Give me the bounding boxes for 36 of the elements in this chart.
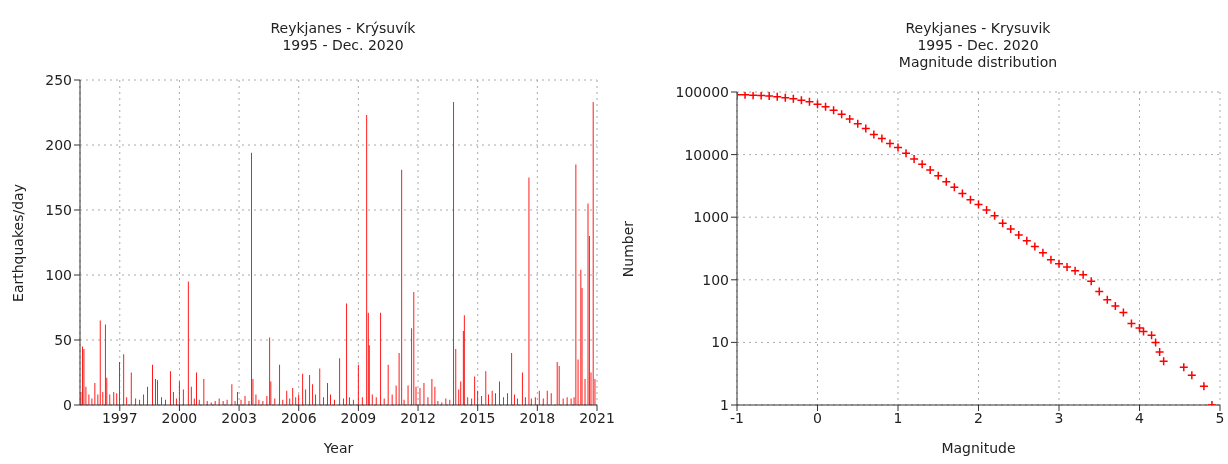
x-tick-label: 2015 (459, 409, 496, 426)
y-tick-label: 50 (54, 331, 72, 348)
y-tick-label: 250 (45, 71, 72, 88)
y-tick-label: 10 (711, 334, 729, 351)
x-tick-label: 3 (1054, 409, 1064, 426)
x-tick-label: 2 (974, 409, 983, 426)
x-tick-label: -1 (730, 409, 744, 426)
chart-subtitle: 1995 - Dec. 2020 (281, 37, 405, 54)
x-tick-label: 5 (1215, 409, 1225, 426)
chart-title: Reykjanes - Krýsuvík (269, 20, 417, 37)
x-tick-label: 2006 (280, 409, 317, 426)
x-tick-label: 2000 (161, 409, 198, 426)
x-tick-label: 4 (1135, 409, 1145, 426)
y-tick-label: 150 (45, 201, 72, 218)
x-axis-title: Year (322, 440, 355, 456)
x-tick-label: 0 (813, 409, 822, 426)
y-tick-label: 100 (702, 271, 729, 288)
y-axis-title: Earthquakes/day (10, 183, 26, 302)
x-tick-label: 2012 (400, 409, 436, 426)
y-axis-title: Number (620, 220, 636, 277)
x-tick-label: 2021 (579, 409, 615, 426)
y-tick-label: 1 (720, 396, 729, 413)
x-tick-label: 1 (893, 409, 903, 426)
x-axis-title: Magnitude (940, 440, 1017, 456)
x-tick-label: 2003 (221, 409, 257, 426)
y-tick-label: 0 (63, 396, 72, 413)
x-tick-label: 2018 (519, 409, 556, 426)
y-tick-label: 1000 (693, 209, 729, 226)
chart-subtitle: 1995 - Dec. 2020 Magnitude distribution (897, 37, 1059, 71)
y-tick-label: 10000 (684, 146, 729, 163)
y-tick-label: 100000 (675, 83, 729, 100)
y-tick-label: 100 (45, 266, 72, 283)
y-tick-label: 200 (45, 136, 72, 153)
chart-title: Reykjanes - Krysuvik (904, 20, 1052, 37)
x-tick-label: 1997 (101, 409, 138, 426)
x-tick-label: 2009 (340, 409, 377, 426)
